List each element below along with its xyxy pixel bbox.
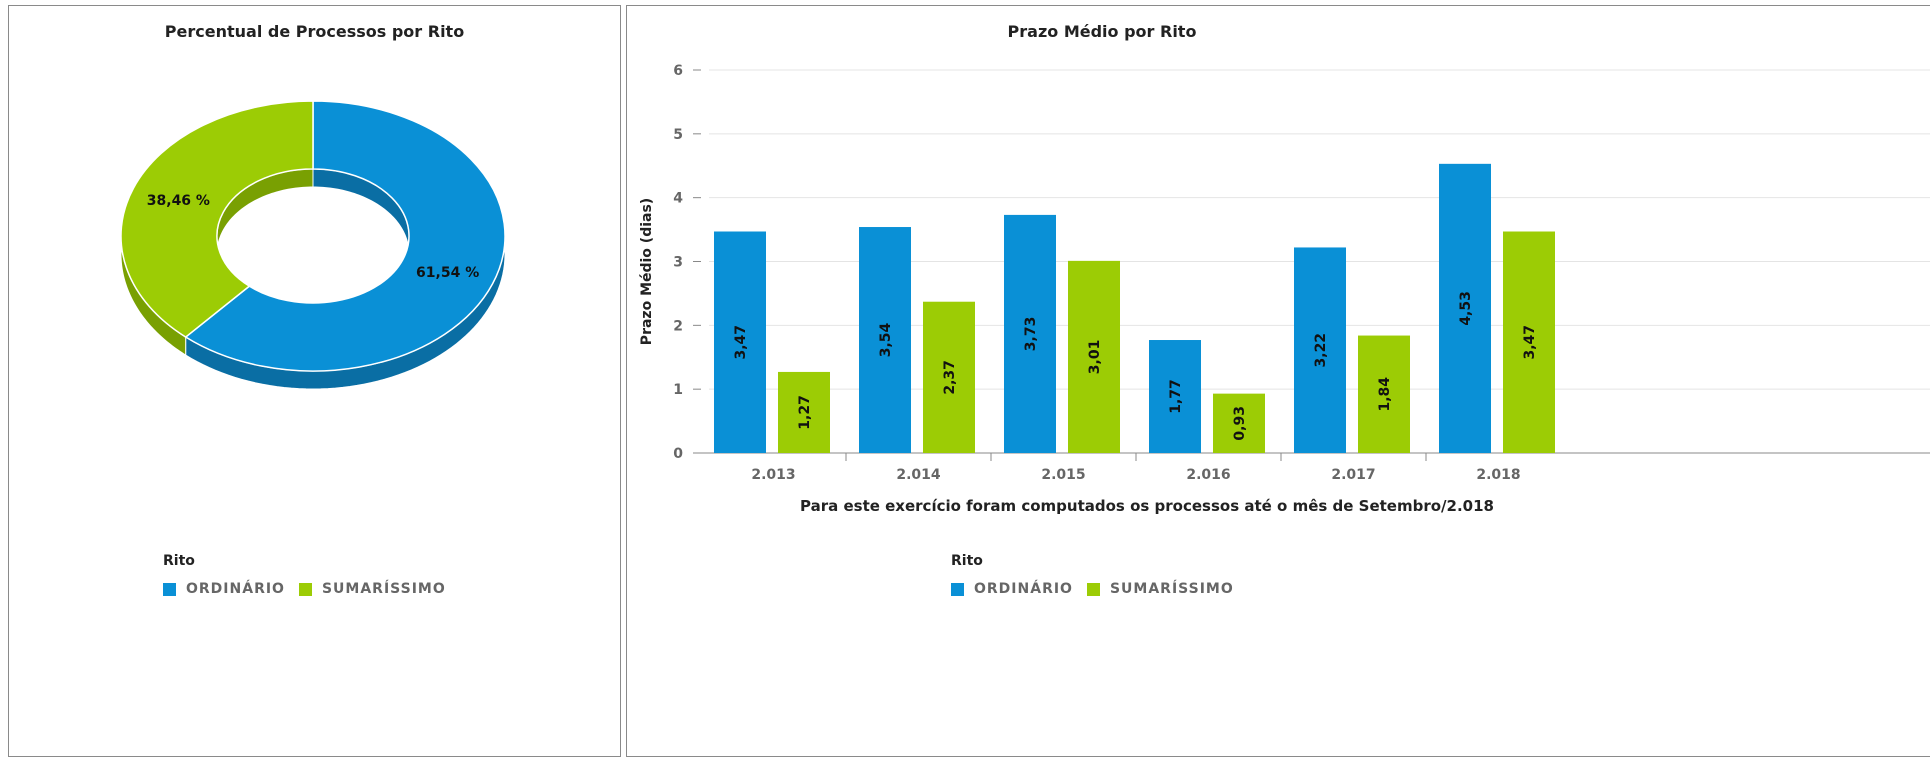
- pie-chart-title: Percentual de Processos por Rito: [164, 22, 465, 41]
- bar-legend-title: Rito: [951, 553, 983, 569]
- donut-slice-sumarissimo: [120, 100, 314, 338]
- x-tick-label-2.018: 2.018: [1476, 467, 1520, 483]
- pie-legend: Rito ORDINÁRIO SUMARÍSSIMO: [163, 553, 460, 597]
- legend-swatch-sumarissimo: [1086, 582, 1100, 596]
- x-tick-label-2.016: 2.016: [1186, 467, 1230, 483]
- y-tick-label-5: 5: [673, 127, 683, 143]
- y-tick-label-3: 3: [673, 255, 683, 271]
- bar-sumarissimo-2.017: [1358, 335, 1410, 453]
- donut-slice-ordinario: [184, 100, 506, 372]
- pie-legend-title: Rito: [163, 553, 195, 569]
- bar-sumarissimo-2.013: [778, 371, 830, 453]
- y-tick-label-2: 2: [673, 318, 683, 334]
- pie-chart-panel: Percentual de Processos por Rito 61,54 %…: [8, 5, 621, 757]
- data-label-ordinario-2.015: 3,73: [1023, 317, 1039, 352]
- bar-sumarissimo-2.016: [1213, 393, 1265, 453]
- data-label-sumarissimo-2.013: 1,27: [797, 395, 813, 430]
- data-label-sumarissimo-2.017: 1,84: [1377, 377, 1393, 412]
- bar-ordinario-2.016: [1149, 340, 1201, 453]
- x-tick-label-2.015: 2.015: [1041, 467, 1085, 483]
- bar-sumarissimo-2.014: [923, 301, 975, 453]
- bar-ordinario-2.018: [1439, 163, 1491, 453]
- bar-chart-panel: Prazo Médio por Rito 0 1 2 3 4 5 6 Prazo Médio …: [626, 5, 1930, 757]
- y-tick-label-6: 6: [673, 63, 683, 79]
- legend-swatch-ordinario: [163, 582, 176, 596]
- legend-swatch-ordinario: [951, 582, 964, 596]
- bar-sumarissimo-2.015: [1068, 260, 1120, 453]
- legend-label-ordinario: ORDINÁRIO: [186, 581, 285, 597]
- bar-ordinario-2.013: [714, 231, 766, 453]
- data-label-ordinario-2.016: 1,77: [1168, 379, 1184, 414]
- data-label-ordinario-2.014: 3,54: [878, 322, 894, 357]
- data-label-ordinario-2.013: 3,47: [733, 325, 749, 360]
- bar-sumarissimo-2.018: [1503, 231, 1555, 453]
- bar-chart-title: Prazo Médio por Rito: [1007, 22, 1197, 41]
- data-label-ordinario-2.017: 3,22: [1313, 333, 1329, 368]
- bar-ordinario-2.015: [1004, 214, 1056, 453]
- donut-value-label-ordinario: 61,54 %: [416, 265, 479, 281]
- donut-value-label-sumarissimo: 38,46 %: [147, 193, 210, 209]
- x-tick-label-2.013: 2.013: [751, 467, 795, 483]
- x-tick-label-2.014: 2.014: [896, 467, 941, 483]
- bar-ordinario-2.014: [859, 227, 911, 453]
- legend-swatch-sumarissimo: [298, 582, 312, 596]
- data-label-sumarissimo-2.015: 3,01: [1087, 340, 1103, 375]
- bar-ordinario-2.017: [1294, 247, 1346, 453]
- y-tick-label-0: 0: [673, 446, 683, 462]
- pie-legend-item-ordinario[interactable]: ORDINÁRIO: [163, 581, 285, 597]
- bar-legend-item-sumarissimo[interactable]: SUMARÍSSIMO: [1086, 581, 1234, 597]
- y-tick-label-4: 4: [673, 191, 683, 207]
- bar-legend-item-ordinario[interactable]: ORDINÁRIO: [951, 581, 1073, 597]
- data-label-sumarissimo-2.018: 3,47: [1522, 325, 1538, 360]
- bar-legend: Rito ORDINÁRIO SUMARÍSSIMO: [951, 553, 1248, 597]
- bar-chart-svg: 0 1 2 3 4 5 6 Prazo Médio (dias) 2.013 3,47 1,27 2.…: [639, 63, 1930, 483]
- data-label-sumarissimo-2.014: 2,37: [942, 360, 958, 395]
- data-label-sumarissimo-2.016: 0,93: [1232, 406, 1248, 441]
- bar-chart-xlabel: Para este exercício foram computados os …: [800, 497, 1494, 515]
- pie-chart-svg: 61,54 % 38,46 %: [120, 100, 506, 390]
- data-label-ordinario-2.018: 4,53: [1458, 291, 1474, 326]
- legend-label-sumarissimo: SUMARÍSSIMO: [321, 581, 446, 597]
- y-tick-label-1: 1: [673, 382, 683, 398]
- legend-label-ordinario: ORDINÁRIO: [974, 581, 1073, 597]
- legend-label-sumarissimo: SUMARÍSSIMO: [1109, 581, 1234, 597]
- pie-legend-item-sumarissimo[interactable]: SUMARÍSSIMO: [298, 581, 446, 597]
- y-axis-label: Prazo Médio (dias): [639, 198, 655, 345]
- x-tick-label-2.017: 2.017: [1331, 467, 1375, 483]
